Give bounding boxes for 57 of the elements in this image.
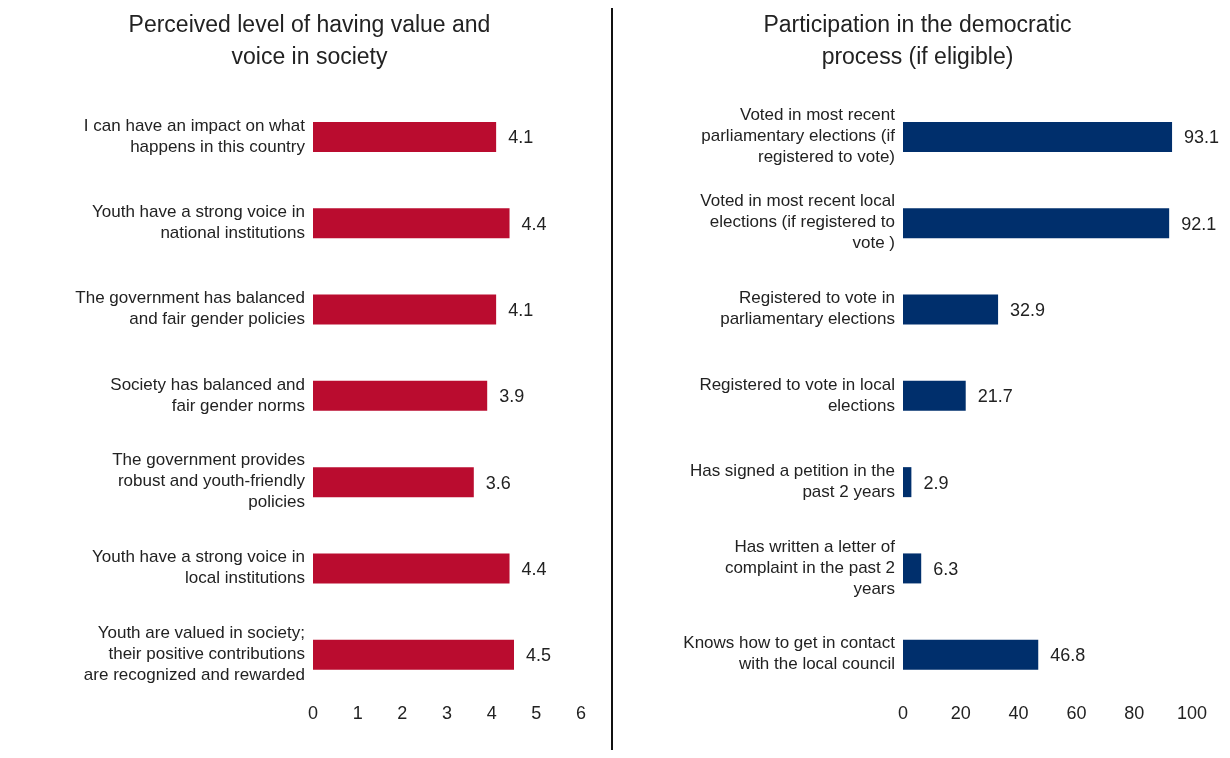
y-tick-label: Youth are valued in society; their positive contributions are recognized and rewarded	[83, 623, 305, 685]
data-label: 46.8	[1050, 645, 1086, 666]
x-tick-label: 6	[575, 702, 587, 723]
x-tick-label: 80	[1124, 702, 1145, 723]
bar	[903, 380, 966, 411]
data-label: 4.1	[508, 299, 534, 320]
bar	[903, 467, 912, 498]
y-tick-label: Youth have a strong voice in local institutions	[92, 547, 305, 588]
y-tick-label: I can have an impact on what happens in this country	[83, 116, 306, 157]
chart-title: Perceived level of having value and voice in society	[127, 10, 492, 71]
bar	[903, 639, 1039, 670]
data-label: 32.9	[1010, 299, 1046, 320]
bar	[903, 208, 1170, 239]
bar	[903, 294, 999, 325]
x-tick-label: 3	[441, 702, 453, 723]
x-tick-label: 2	[397, 702, 408, 723]
data-label: 2.9	[923, 472, 949, 493]
bar	[313, 553, 510, 584]
y-tick-label: Has signed a petition in the past 2 years	[689, 461, 895, 502]
chart-title: Participation in the democratic process (if eligible)	[762, 10, 1073, 71]
data-label: 21.7	[977, 386, 1013, 407]
y-tick-label: Has written a letter of complaint in the past 2 years	[724, 537, 896, 599]
data-label: 3.6	[485, 472, 511, 493]
bar	[313, 294, 497, 325]
x-tick-label: 4	[486, 702, 497, 723]
y-tick-label: The government provides robust and youth-friendly policies	[112, 450, 306, 512]
y-tick-label: Voted in most recent parliamentary elections (if registered to vote)	[701, 105, 896, 167]
x-tick-label: 60	[1066, 702, 1087, 723]
x-tick-label: 0	[307, 702, 319, 723]
y-tick-label: The government has balanced and fair gender policies	[75, 288, 305, 329]
bar	[313, 380, 488, 411]
data-label: 4.4	[521, 558, 547, 579]
data-label: 4.4	[521, 213, 547, 234]
bar	[313, 122, 497, 152]
x-tick-label: 100	[1176, 702, 1208, 723]
data-label: 3.9	[499, 386, 525, 407]
bar	[313, 467, 474, 498]
x-tick-label: 1	[352, 702, 363, 723]
data-label: 4.5	[526, 645, 552, 666]
bar	[313, 208, 510, 239]
y-tick-label: Youth have a strong voice in national institutions	[92, 202, 305, 243]
bar	[313, 639, 514, 670]
x-tick-label: 5	[531, 702, 542, 723]
y-tick-label: Knows how to get in contact with the local council	[683, 633, 896, 674]
data-label: 92.1	[1181, 213, 1217, 234]
y-tick-label: Registered to vote in local elections	[699, 374, 895, 415]
bar	[903, 553, 922, 584]
x-tick-label: 0	[897, 702, 909, 723]
data-label: 93.1	[1184, 127, 1220, 148]
y-tick-label: Registered to vote in parliamentary elections	[720, 288, 895, 329]
data-label: 4.1	[508, 127, 534, 148]
bar	[903, 122, 1173, 152]
x-tick-label: 40	[1008, 702, 1029, 723]
y-tick-label: Society has balanced and fair gender norms	[110, 374, 305, 415]
y-tick-label: Voted in most recent local elections (if registered to vote )	[700, 191, 895, 253]
x-tick-label: 20	[950, 702, 971, 723]
data-label: 6.3	[933, 558, 959, 579]
